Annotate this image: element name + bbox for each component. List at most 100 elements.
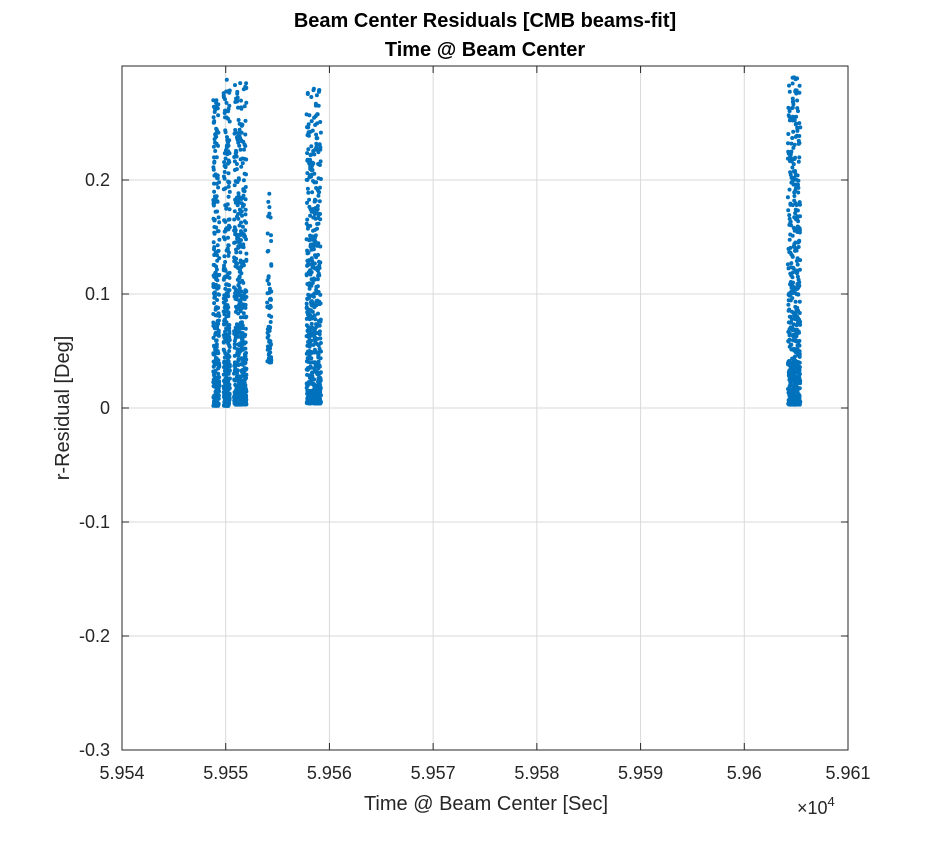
data-point	[309, 303, 314, 308]
data-point	[304, 301, 309, 306]
data-point	[243, 185, 248, 189]
data-point	[235, 305, 240, 310]
data-point	[315, 204, 320, 208]
data-point	[221, 309, 226, 314]
data-point	[227, 90, 232, 95]
data-point	[309, 350, 314, 355]
data-point	[232, 168, 237, 172]
data-point	[243, 326, 248, 331]
data-point	[238, 402, 243, 407]
data-point	[236, 131, 241, 136]
data-point	[786, 141, 790, 146]
data-point	[226, 184, 231, 189]
data-point	[227, 103, 232, 108]
data-point	[211, 216, 216, 221]
data-point	[241, 358, 246, 363]
data-point	[240, 224, 245, 229]
y-tick-label: -0.2	[79, 626, 110, 646]
data-point	[307, 262, 312, 267]
data-point	[791, 244, 796, 248]
data-point	[240, 161, 245, 166]
data-point	[308, 223, 313, 228]
data-point	[222, 151, 227, 156]
data-point	[267, 191, 272, 196]
y-tick-label: 0.2	[85, 170, 110, 190]
data-point	[306, 350, 311, 355]
data-point	[309, 270, 314, 275]
data-point	[305, 186, 310, 191]
data-point	[215, 326, 220, 331]
data-point	[235, 137, 240, 142]
data-point	[797, 155, 802, 160]
data-point	[241, 188, 246, 193]
data-point	[304, 112, 309, 117]
data-point	[214, 403, 219, 408]
data-point	[227, 288, 232, 293]
data-point	[241, 261, 246, 266]
data-point	[797, 299, 802, 304]
data-point	[318, 301, 323, 306]
x-tick-label: 5.956	[307, 763, 352, 783]
data-point	[313, 114, 318, 119]
data-point	[797, 386, 802, 391]
data-point	[212, 290, 217, 295]
data-point	[796, 138, 801, 143]
data-point	[226, 253, 231, 258]
data-point	[217, 272, 222, 277]
data-point	[319, 393, 323, 398]
axes	[121, 65, 849, 751]
data-point	[222, 318, 227, 323]
data-point	[318, 145, 323, 150]
data-point	[796, 376, 801, 381]
data-point	[217, 220, 222, 225]
data-point	[216, 229, 221, 234]
data-point	[793, 122, 798, 127]
data-point	[225, 161, 230, 166]
data-point	[236, 245, 241, 250]
data-point	[318, 341, 323, 345]
x-tick-label: 5.958	[514, 763, 559, 783]
data-point	[223, 148, 228, 153]
data-point	[266, 199, 271, 204]
data-point	[244, 81, 249, 86]
data-point	[233, 328, 238, 333]
data-point	[244, 237, 248, 242]
data-point	[221, 93, 226, 98]
data-point	[318, 370, 323, 375]
data-point	[791, 332, 796, 337]
data-point	[235, 385, 240, 390]
data-point	[242, 104, 247, 109]
data-point	[787, 222, 792, 227]
data-point	[222, 305, 227, 310]
data-point	[241, 245, 246, 250]
data-point	[311, 86, 316, 91]
data-point	[310, 190, 315, 195]
data-point	[308, 293, 313, 298]
data-point	[791, 114, 795, 119]
data-point	[790, 118, 795, 123]
data-point	[242, 219, 247, 224]
data-point	[236, 176, 241, 181]
data-point	[244, 258, 249, 263]
data-point	[316, 355, 321, 360]
data-point	[787, 363, 792, 368]
data-point	[267, 282, 271, 286]
data-point	[316, 150, 321, 155]
data-point	[315, 284, 320, 289]
data-point	[214, 267, 219, 272]
data-point	[313, 253, 317, 258]
data-point	[269, 233, 273, 238]
data-point	[226, 398, 231, 403]
data-point	[793, 240, 798, 245]
data-point	[308, 395, 313, 400]
data-point	[223, 329, 227, 334]
data-point	[238, 81, 243, 86]
data-point	[227, 189, 232, 194]
data-point	[798, 214, 802, 219]
data-point	[316, 193, 321, 198]
data-point	[215, 173, 220, 178]
data-point	[787, 83, 791, 88]
data-point	[223, 156, 228, 161]
data-point	[791, 129, 796, 134]
